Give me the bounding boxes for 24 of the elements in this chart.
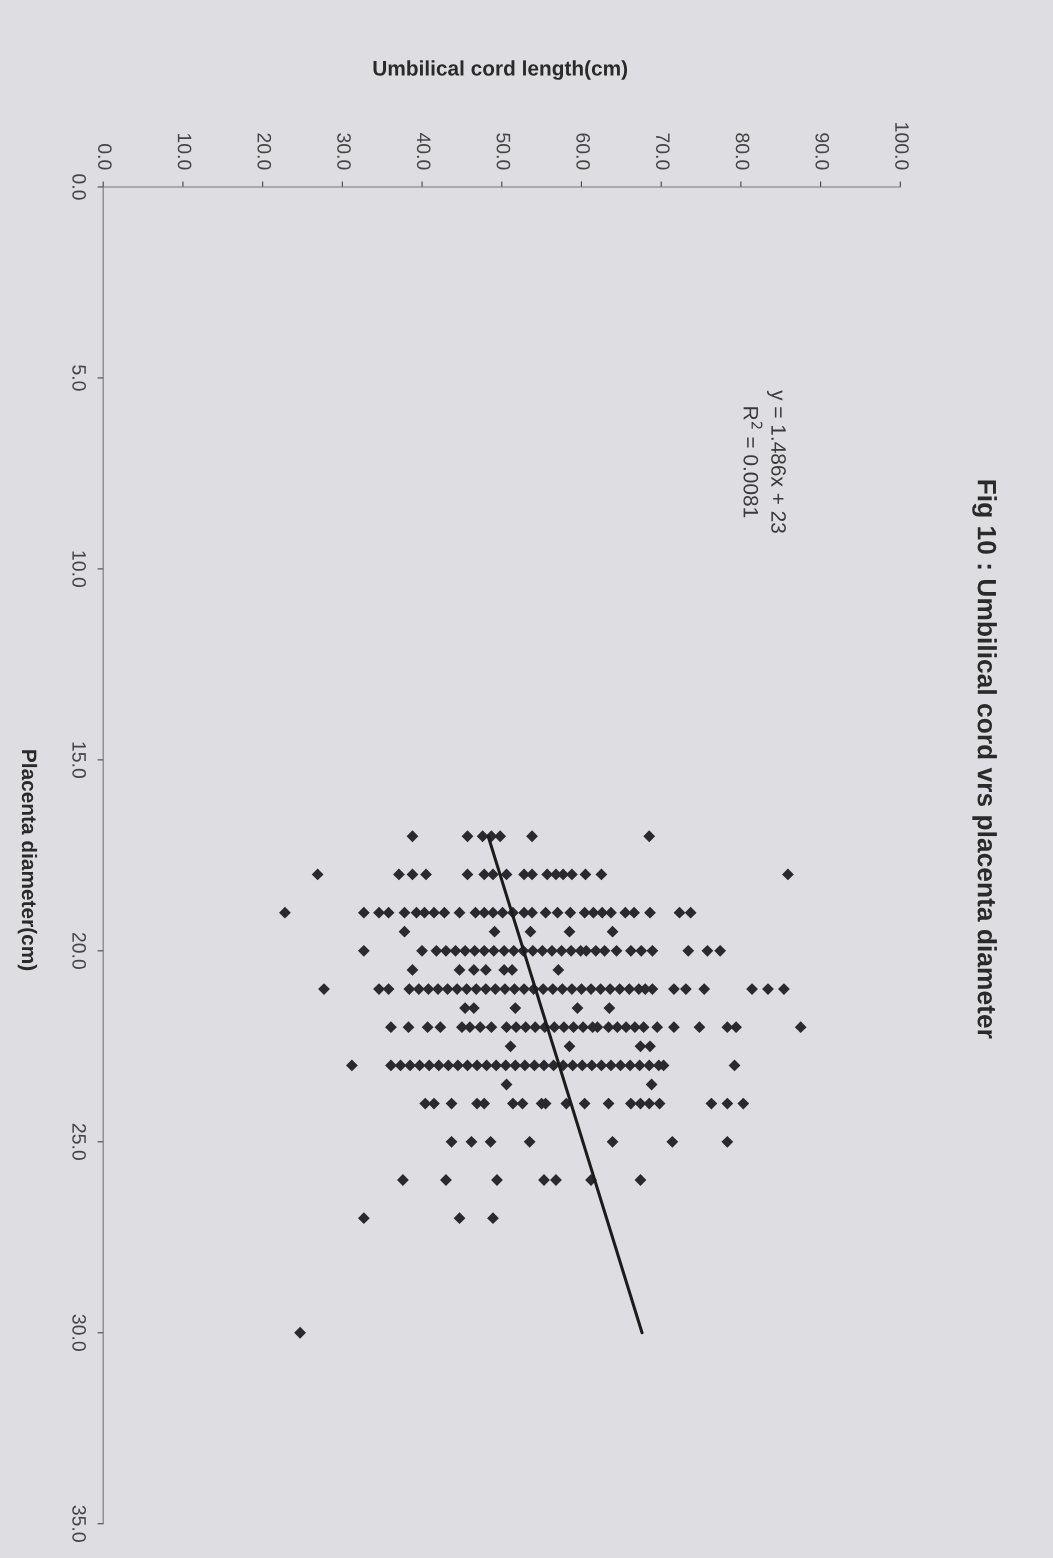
- y-tick-label: 0.0: [72, 174, 87, 200]
- text: Fig 10 : Umbilical cord vrs placenta diameter: [972, 480, 997, 1039]
- annotation: y = 1.486x + 23: [767, 390, 786, 533]
- x-tick-label: 20.0: [257, 133, 272, 170]
- x-tick-label: 30.0: [337, 133, 351, 170]
- y-tick-label: 25.0: [72, 1123, 87, 1160]
- y-tick-label: 5.0: [72, 365, 87, 391]
- y-tick-label: 35.0: [72, 1505, 87, 1542]
- y-tick-label: 30.0: [72, 1314, 87, 1351]
- y-tick-label: 20.0: [72, 932, 87, 969]
- x-tick-label: 70.0: [655, 133, 670, 170]
- annotation: R$^{2}$ = 0.0081: [743, 407, 763, 518]
- x-tick-label: 90.0: [815, 133, 830, 170]
- x-tick-label: 40.0: [416, 132, 431, 170]
- x-tick-label: 80.0: [735, 133, 750, 170]
- x-tick-label: 100.0: [895, 123, 909, 170]
- y-tick-label: 10.0: [72, 551, 87, 588]
- y-tick-label: 15.0: [72, 742, 87, 779]
- x-axis-title: Umbilical cord length(cm): [373, 60, 628, 80]
- x-tick-label: 50.0: [496, 133, 511, 170]
- x-tick-label: 0.0: [97, 144, 112, 170]
- x-tick-label: 60.0: [576, 133, 591, 170]
- x-tick-label: 10.0: [177, 133, 192, 170]
- y-axis-title: Placenta diameter(cm): [17, 750, 38, 971]
